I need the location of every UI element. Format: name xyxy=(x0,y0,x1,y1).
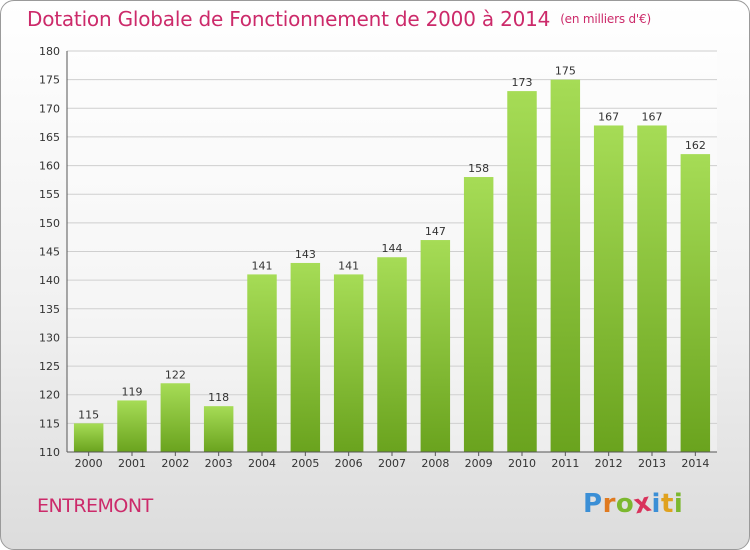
logo-letter: i xyxy=(651,489,661,519)
x-tick-label-2004: 2004 xyxy=(248,457,276,470)
logo-letter: o xyxy=(615,489,635,519)
bar-2011 xyxy=(550,79,581,453)
x-tick-label-2003: 2003 xyxy=(205,457,233,470)
value-label-2003: 118 xyxy=(208,391,229,404)
logo-letter: r xyxy=(602,489,616,519)
bar-2010 xyxy=(507,91,537,452)
y-tick-label: 115 xyxy=(39,417,60,430)
bar-2005 xyxy=(290,262,321,452)
chart-unit-label: (en milliers d'€) xyxy=(560,12,651,26)
y-tick-label: 175 xyxy=(39,74,60,87)
bar-2007 xyxy=(377,257,407,452)
y-tick-label: 145 xyxy=(39,246,60,259)
bar-2014 xyxy=(680,154,711,452)
bar-2008 xyxy=(420,240,451,452)
bar-2012 xyxy=(593,125,624,452)
y-tick-label: 150 xyxy=(39,217,60,230)
logo-letter: i xyxy=(673,489,684,519)
y-tick-label: 180 xyxy=(39,45,60,58)
value-label-2007: 144 xyxy=(382,242,403,255)
bar-2001 xyxy=(117,400,147,452)
value-label-2010: 173 xyxy=(512,76,533,89)
y-tick-label: 135 xyxy=(39,303,60,316)
value-label-2005: 143 xyxy=(295,248,316,261)
value-label-2002: 122 xyxy=(165,368,186,381)
bar-2009 xyxy=(463,177,494,452)
value-label-2004: 141 xyxy=(252,259,273,272)
value-label-2009: 158 xyxy=(468,162,489,175)
y-tick-label: 110 xyxy=(39,446,60,459)
y-tick-label: 170 xyxy=(39,102,60,115)
x-tick-label-2000: 2000 xyxy=(75,457,103,470)
bar-2013 xyxy=(637,125,667,452)
value-label-2014: 162 xyxy=(685,139,706,152)
y-tick-label: 125 xyxy=(39,360,60,373)
bar-2006 xyxy=(333,274,364,452)
y-tick-label: 140 xyxy=(39,274,60,287)
logo-letter: t xyxy=(660,489,674,519)
y-tick-label: 120 xyxy=(39,389,60,402)
value-label-2012: 167 xyxy=(598,110,619,123)
y-tick-label: 165 xyxy=(39,131,60,144)
x-tick-label-2014: 2014 xyxy=(681,457,709,470)
y-tick-label: 155 xyxy=(39,188,60,201)
logo-letter: P xyxy=(583,489,603,519)
value-label-2013: 167 xyxy=(642,110,663,123)
x-tick-label-2012: 2012 xyxy=(595,457,623,470)
value-label-2008: 147 xyxy=(425,225,446,238)
x-tick-label-2007: 2007 xyxy=(378,457,406,470)
value-label-2011: 175 xyxy=(555,65,576,78)
value-label-2000: 115 xyxy=(78,408,99,421)
chart-title: Dotation Globale de Fonctionnement de 20… xyxy=(27,7,651,31)
bar-2003 xyxy=(203,406,234,452)
x-tick-label-2001: 2001 xyxy=(118,457,146,470)
x-tick-label-2005: 2005 xyxy=(291,457,319,470)
x-tick-label-2009: 2009 xyxy=(465,457,493,470)
x-tick-label-2011: 2011 xyxy=(551,457,579,470)
y-tick-label: 160 xyxy=(39,160,60,173)
bar-2000 xyxy=(73,423,104,452)
y-tick-label: 130 xyxy=(39,331,60,344)
bar-2004 xyxy=(247,274,277,452)
bar-2002 xyxy=(160,383,191,452)
place-name: ENTREMONT xyxy=(37,495,153,517)
x-tick-label-2010: 2010 xyxy=(508,457,536,470)
x-tick-label-2002: 2002 xyxy=(161,457,189,470)
x-tick-label-2013: 2013 xyxy=(638,457,666,470)
x-tick-label-2006: 2006 xyxy=(335,457,363,470)
value-label-2001: 119 xyxy=(122,385,143,398)
value-label-2006: 141 xyxy=(338,259,359,272)
x-tick-label-2008: 2008 xyxy=(421,457,449,470)
chart-title-text: Dotation Globale de Fonctionnement de 20… xyxy=(27,7,551,31)
